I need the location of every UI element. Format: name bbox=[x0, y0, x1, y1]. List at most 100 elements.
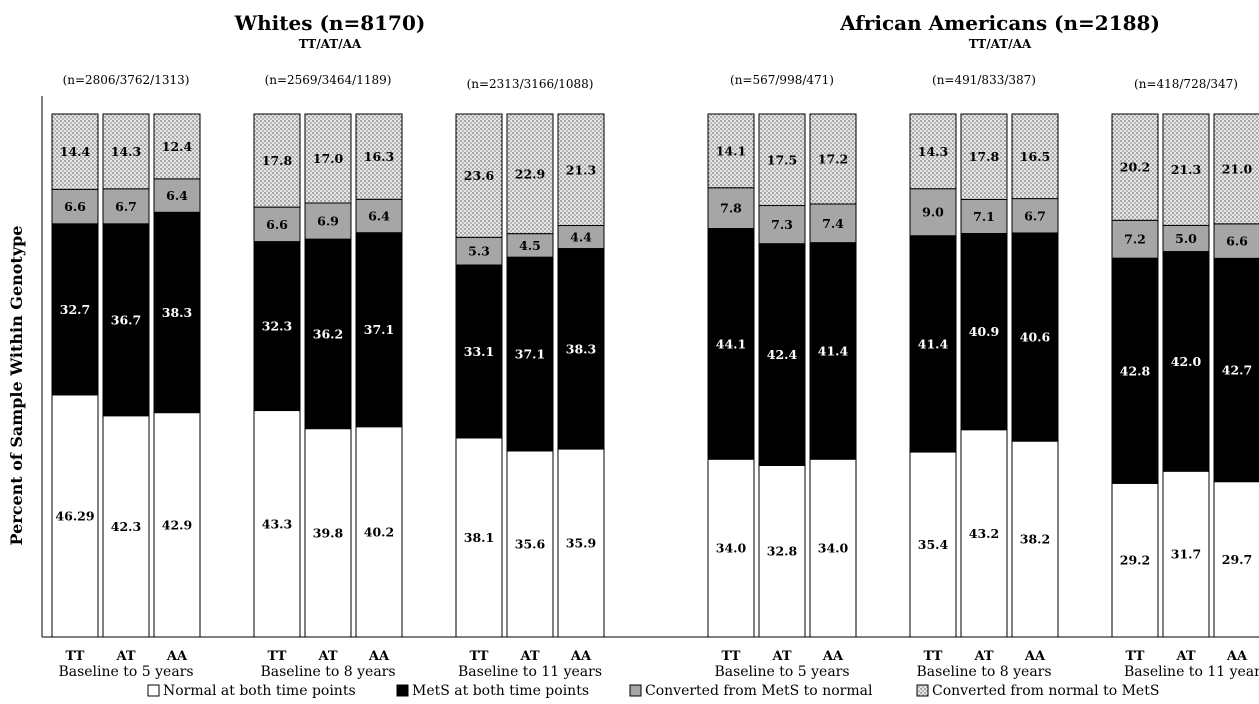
data-label: 38.3 bbox=[566, 341, 596, 356]
data-label: 12.4 bbox=[162, 139, 193, 154]
data-label: 6.7 bbox=[1024, 208, 1046, 223]
genotype-tick-label: AT bbox=[519, 649, 539, 664]
bar-segment-normal-to-mets bbox=[455, 113, 503, 238]
data-label: 34.0 bbox=[818, 541, 849, 556]
bar-segment-normal-to-mets bbox=[253, 113, 301, 208]
data-label: 5.3 bbox=[468, 244, 490, 259]
data-label: 7.8 bbox=[720, 201, 742, 216]
data-label: 38.3 bbox=[162, 305, 192, 320]
bar-segment-mets bbox=[1011, 232, 1059, 442]
genotype-tick-label: AA bbox=[570, 649, 592, 664]
genotype-tick-label: AA bbox=[1024, 649, 1046, 664]
legend-swatch bbox=[629, 684, 642, 697]
data-label: 7.3 bbox=[771, 217, 793, 232]
data-label: 21.3 bbox=[1171, 162, 1201, 177]
data-label: 41.4 bbox=[918, 336, 949, 351]
data-label: 32.3 bbox=[262, 319, 292, 334]
data-label: 14.3 bbox=[918, 144, 948, 159]
data-label: 46.29 bbox=[55, 508, 94, 523]
bar-segment-normal bbox=[455, 437, 503, 638]
bar-segment-mets bbox=[455, 264, 503, 439]
legend-label: MetS at both time points bbox=[412, 683, 589, 699]
genotype-tick-label: TT bbox=[66, 649, 85, 664]
genotype-tick-label: AT bbox=[115, 649, 135, 664]
bar-segment-mets bbox=[253, 241, 301, 412]
bar-segment-mets bbox=[557, 248, 605, 450]
data-label: 17.8 bbox=[969, 149, 1000, 164]
data-label: 23.6 bbox=[464, 168, 495, 183]
data-label: 43.3 bbox=[262, 516, 292, 531]
bar-segment-mets-to-normal bbox=[1111, 219, 1159, 259]
bar-segment-normal-to-mets bbox=[51, 113, 99, 190]
data-label: 21.0 bbox=[1222, 161, 1253, 176]
data-label: 29.2 bbox=[1120, 553, 1150, 568]
panel-subtitle: TT/AT/AA bbox=[969, 37, 1032, 51]
bar-segment-mets-to-normal bbox=[253, 206, 301, 243]
genotype-tick-label: AT bbox=[317, 649, 337, 664]
bar-segment-mets-to-normal bbox=[758, 205, 806, 245]
bar-segment-mets-to-normal bbox=[707, 187, 755, 230]
group-sample-size: (n=418/728/347) bbox=[1134, 77, 1238, 91]
bar-segment-normal bbox=[1111, 482, 1159, 638]
bar-segment-normal-to-mets bbox=[304, 113, 352, 204]
data-label: 35.6 bbox=[515, 536, 546, 551]
data-label: 6.6 bbox=[266, 217, 288, 232]
data-label: 38.2 bbox=[1020, 532, 1050, 547]
legend-label: Converted from normal to MetS bbox=[932, 683, 1159, 699]
data-label: 14.1 bbox=[716, 143, 746, 158]
data-label: 42.9 bbox=[162, 517, 192, 532]
data-label: 38.1 bbox=[464, 530, 494, 545]
genotype-tick-label: AA bbox=[368, 649, 390, 664]
bar-segment-mets bbox=[758, 243, 806, 466]
bar-segment-normal-to-mets bbox=[1162, 113, 1210, 226]
legend-swatch bbox=[916, 684, 929, 697]
data-label: 29.7 bbox=[1222, 552, 1252, 567]
data-label: 4.4 bbox=[570, 230, 592, 245]
bar-segment-mets-to-normal bbox=[51, 188, 99, 225]
bar-segment-mets-to-normal bbox=[355, 198, 403, 234]
bar-segment-mets-to-normal bbox=[1011, 198, 1059, 234]
data-label: 9.0 bbox=[922, 205, 944, 220]
bar-segment-mets-to-normal bbox=[304, 202, 352, 240]
legend-label: Converted from MetS to normal bbox=[645, 683, 873, 699]
bar-segment-mets bbox=[102, 223, 150, 417]
bar-segment-mets bbox=[1111, 257, 1159, 484]
panel-subtitle: TT/AT/AA bbox=[299, 37, 362, 51]
legend-label: Normal at both time points bbox=[163, 683, 356, 699]
bar-segment-mets-to-normal bbox=[153, 178, 201, 213]
bar-segment-mets-to-normal bbox=[1162, 224, 1210, 253]
data-label: 7.2 bbox=[1124, 232, 1146, 247]
data-label: 40.6 bbox=[1020, 330, 1051, 345]
bar-segment-normal-to-mets bbox=[1011, 113, 1059, 200]
genotype-tick-label: AT bbox=[1175, 649, 1195, 664]
data-label: 7.1 bbox=[973, 209, 995, 224]
bar-segment-normal bbox=[809, 458, 857, 638]
panel-title: Whites (n=8170) bbox=[234, 11, 426, 35]
data-label: 32.7 bbox=[60, 302, 90, 317]
data-label: 17.5 bbox=[767, 152, 797, 167]
bar-segment-normal-to-mets bbox=[153, 113, 201, 180]
bar-segment-normal bbox=[253, 410, 301, 638]
data-label: 33.1 bbox=[464, 344, 494, 359]
bar-segment-normal bbox=[1162, 470, 1210, 638]
bar-segment-mets-to-normal bbox=[102, 188, 150, 225]
bar-segment-mets bbox=[304, 238, 352, 430]
bar-segment-mets bbox=[960, 232, 1008, 431]
bar-segment-mets bbox=[809, 242, 857, 460]
data-label: 22.9 bbox=[515, 166, 545, 181]
bar-segment-normal-to-mets bbox=[506, 113, 554, 235]
bar-segment-mets bbox=[909, 235, 957, 453]
data-label: 21.3 bbox=[566, 162, 596, 177]
data-label: 35.9 bbox=[566, 536, 596, 551]
bar-segment-mets bbox=[355, 232, 403, 428]
group-sample-size: (n=567/998/471) bbox=[730, 73, 834, 87]
data-label: 42.8 bbox=[1120, 363, 1151, 378]
bar-segment-normal-to-mets bbox=[809, 113, 857, 205]
data-label: 36.7 bbox=[111, 312, 141, 327]
genotype-tick-label: AA bbox=[1226, 649, 1248, 664]
bar-segment-normal bbox=[304, 428, 352, 638]
bar-segment-normal bbox=[355, 426, 403, 638]
data-label: 43.2 bbox=[969, 526, 999, 541]
data-label: 6.9 bbox=[317, 214, 339, 229]
bar-segment-normal-to-mets bbox=[1213, 113, 1259, 225]
